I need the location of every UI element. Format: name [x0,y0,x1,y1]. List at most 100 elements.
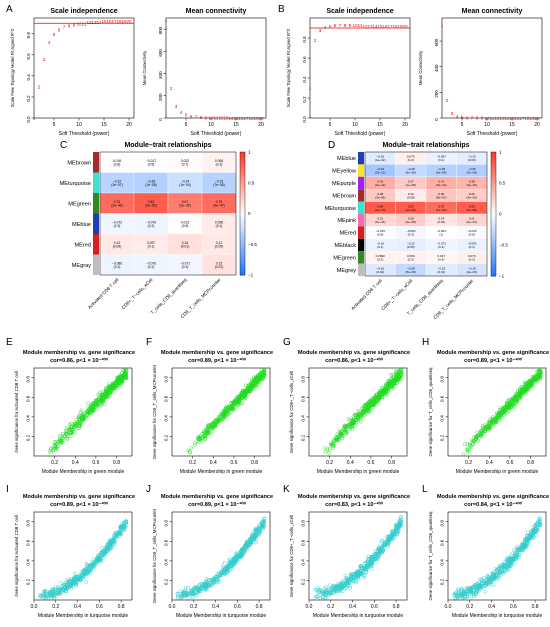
data-point [255,383,260,388]
data-point [188,450,192,455]
y-tick-label: 0.6 [164,395,169,402]
legend-swatch [491,229,496,234]
plot-title: Scale independence [326,8,393,15]
data-point [91,407,96,412]
cell-value: −0.32 [113,179,122,183]
legend-swatch [240,213,245,218]
legend-swatch [491,214,496,218]
legend-tick-label: 1 [248,150,251,155]
cell-pvalue: (0.1) [148,245,155,249]
legend-swatch [240,256,245,261]
data-point [359,419,363,424]
data-point-label: 6 [58,28,61,33]
x-tick-label: 0.0 [169,604,176,610]
data-point [483,589,488,594]
data-point [118,524,122,529]
data-point [108,391,112,396]
data-point [58,433,63,438]
data-point [102,396,106,400]
y-tick-label: 0.4 [302,76,307,83]
x-tick-label: 0.6 [230,460,237,466]
data-point [52,444,57,448]
data-point-label: 7 [471,116,474,121]
legend-swatch [240,247,245,251]
y-tick-label: 0.4 [26,415,31,422]
data-point-label: 3 [319,28,322,33]
data-point [381,389,385,394]
legend-swatch [240,152,245,156]
data-point-label: 18 [116,19,122,24]
data-point [257,372,262,377]
cell-pvalue: (0.05) [407,245,415,249]
module-color-swatch [93,254,99,275]
plot-frame [171,511,271,601]
data-point [66,581,71,586]
legend-tick-label: 0.5 [248,180,255,185]
data-point-label: 12 [362,24,368,29]
legend-swatch [491,241,496,246]
data-point [231,408,236,412]
module-color-swatch [93,234,99,255]
scatter-stat: cor=0.89, p<1 × 10⁻²⁰⁰ [188,357,246,364]
legend-swatch [240,188,245,193]
x-tick-label: 0.0 [306,604,313,610]
x-axis-label: Module Membership in green module [180,469,263,475]
cell-value: 0.42 [377,180,383,184]
data-point [110,544,114,549]
cell-value: 0.83 [469,204,475,208]
y-tick-label: 0.8 [26,520,31,527]
data-point [69,586,74,591]
data-point [91,401,95,406]
legend-swatch [491,272,496,277]
module-color-swatch [358,226,364,239]
data-point-label: 16 [238,116,244,121]
cell-pvalue: (0.01) [437,270,445,274]
data-point-label: 9 [481,116,484,121]
x-axis-label: Soft Threshold (power) [467,131,518,137]
legend-swatch [240,222,245,227]
data-point [118,531,123,536]
data-point [491,583,496,587]
x-axis-label: Module Membership in green module [317,469,400,475]
legend-tick-label: −0.5 [248,242,257,247]
data-point-label: 8 [200,115,203,120]
module-name: MEpurple [332,181,356,187]
data-point [94,398,98,403]
module-color-swatch [358,164,364,177]
data-point [200,439,205,444]
data-point-label: 17 [243,116,249,121]
cell-value: 0.15 [216,261,223,265]
cell-pvalue: (0.3) [216,163,223,167]
data-point-label: 11 [358,23,363,28]
data-point-label: 19 [529,116,535,121]
data-point-label: 2 [314,38,317,43]
y-axis-label: Scale Free Topology Model Fit,signed R^2 [10,28,15,107]
data-point-label: 15 [101,19,107,24]
data-point-label: 12 [218,116,224,121]
cell-pvalue: (0.05) [215,245,224,249]
x-tick-label: 0.0 [31,604,38,610]
data-point [196,434,201,439]
x-tick-label: 0.8 [113,460,120,466]
cell-pvalue: (0.2) [148,224,155,228]
x-tick-label: 0.2 [327,604,334,610]
data-point [80,418,85,423]
cell-pvalue: (3e−12) [375,171,385,175]
panel-letter-k: K [283,484,290,495]
data-point [340,431,345,436]
data-point [384,384,388,388]
legend-swatch [240,271,245,276]
x-tick-label: 0.4 [488,604,495,610]
legend-swatch [491,251,496,255]
cell-value: −0.030 [467,229,477,233]
y-tick-label: 0.2 [26,578,31,585]
data-point-label: 10 [352,23,358,28]
data-point [105,544,109,549]
data-point [106,542,111,546]
data-point [113,539,118,543]
data-point [354,418,359,422]
x-tick-label: 0.2 [51,460,58,466]
plot-frame [33,511,133,601]
cell-pvalue: (0.3) [408,257,414,261]
plot-frame [33,17,135,119]
